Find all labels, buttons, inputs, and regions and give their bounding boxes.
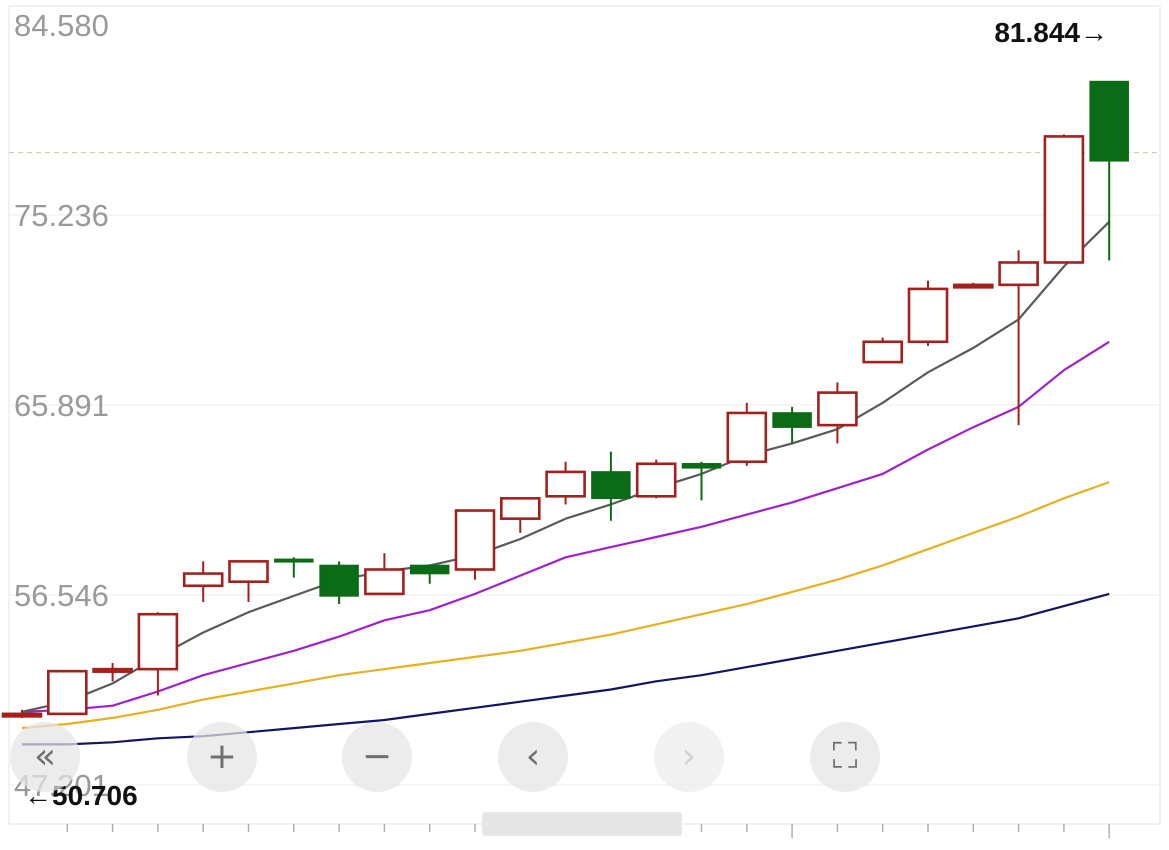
candle-body	[952, 283, 994, 289]
candle	[681, 461, 722, 501]
candle	[92, 663, 133, 682]
y-tick-label: 84.580	[14, 8, 109, 43]
candle-body	[635, 462, 677, 498]
candle	[454, 509, 496, 580]
candle	[137, 612, 179, 696]
candle	[274, 557, 314, 578]
candle	[635, 459, 677, 499]
candle-body	[681, 463, 722, 469]
candle-body	[1, 712, 43, 718]
candle-body	[454, 509, 496, 571]
candle	[591, 451, 631, 521]
chevron-left-icon: ‹	[525, 736, 541, 777]
candle	[1043, 134, 1085, 264]
zoom-out-button[interactable]: −	[342, 722, 412, 792]
candle	[726, 402, 768, 466]
candles	[1, 80, 1129, 718]
candle	[319, 561, 359, 605]
fullscreen-button[interactable]: ⛶	[810, 722, 880, 792]
candle	[772, 406, 812, 444]
candle	[409, 564, 450, 584]
y-tick-label: 56.546	[14, 578, 109, 613]
double-chevron-left-icon: «	[33, 736, 57, 777]
scroll-to-start-button[interactable]: «	[10, 722, 80, 792]
candle-body	[1089, 80, 1129, 162]
candle	[182, 561, 224, 603]
ma20-line	[21, 481, 1110, 730]
candle-body	[319, 564, 359, 597]
candle	[364, 553, 405, 596]
candle-body	[726, 411, 768, 464]
candle-body	[228, 560, 269, 583]
ma10-line	[21, 340, 1110, 713]
zoom-in-button[interactable]: +	[187, 722, 257, 792]
candle-body	[1043, 135, 1085, 264]
scroll-thumb[interactable]	[482, 812, 682, 836]
candle	[862, 337, 904, 364]
candle-body	[409, 564, 450, 575]
candle	[998, 250, 1039, 426]
candle-body	[817, 391, 858, 427]
candle	[1, 709, 43, 718]
candle-body	[137, 612, 179, 671]
candle	[228, 560, 269, 603]
candle-body	[274, 558, 314, 563]
chevron-right-icon: ›	[681, 736, 697, 777]
fullscreen-icon: ⛶	[832, 736, 858, 777]
candle-body	[998, 261, 1039, 287]
candle	[952, 282, 994, 289]
candle	[545, 461, 586, 505]
minus-icon: −	[361, 736, 393, 777]
y-tick-label: 65.891	[14, 388, 109, 423]
plus-icon: +	[206, 736, 238, 777]
y-tick-label: 75.236	[14, 198, 109, 233]
candle-body	[364, 568, 405, 596]
candle-body	[545, 470, 586, 498]
candle	[1089, 80, 1129, 261]
candle-body	[499, 497, 541, 520]
candle-body	[772, 412, 812, 428]
candle	[46, 669, 88, 716]
candle-body	[182, 572, 224, 588]
plot-frame	[8, 5, 1161, 825]
candle-body	[591, 471, 631, 500]
candle-body	[92, 667, 133, 673]
candle-body	[862, 340, 904, 364]
candle	[907, 280, 949, 346]
scroll-right-button[interactable]: ›	[654, 722, 724, 792]
candle-body	[46, 669, 88, 716]
candle	[817, 382, 858, 444]
ma5-line	[21, 221, 1110, 713]
scroll-left-button[interactable]: ‹	[498, 722, 568, 792]
candle-body	[907, 287, 949, 344]
candle	[499, 497, 541, 533]
high-price-marker: 81.844→	[994, 17, 1108, 48]
